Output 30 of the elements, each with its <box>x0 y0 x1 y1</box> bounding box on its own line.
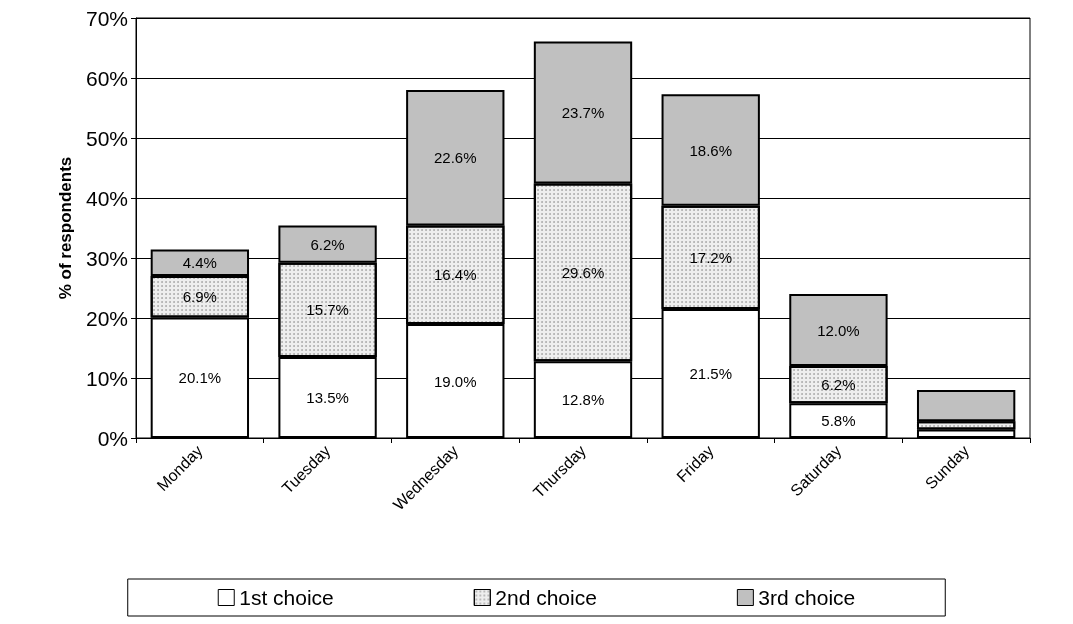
y-axis-title: % of respondents <box>56 156 75 300</box>
data-label: 23.7% <box>561 104 605 121</box>
data-label: 6.9% <box>182 288 217 306</box>
data-label: 4.4% <box>182 254 217 272</box>
legend-label: 3rd choice <box>758 586 856 609</box>
data-label: 12.8% <box>561 391 605 409</box>
data-label: 22.6% <box>434 149 477 167</box>
data-label: 6.2% <box>310 235 345 253</box>
y-tick-label: 40% <box>85 186 128 210</box>
data-label: 17.2% <box>689 248 732 266</box>
data-label: 19.0% <box>434 372 477 390</box>
y-tick-label: 30% <box>85 246 128 270</box>
data-label: 18.6% <box>689 141 732 159</box>
data-label: 5.8% <box>821 412 856 430</box>
y-tick-label: 0% <box>97 426 128 450</box>
data-label: 13.5% <box>306 389 349 406</box>
data-label: 20.1% <box>178 369 222 387</box>
y-tick-label: 70% <box>85 6 128 30</box>
y-tick-label: 20% <box>85 306 128 330</box>
data-label: 21.5% <box>689 365 732 382</box>
legend-label: 2nd choice <box>495 586 597 609</box>
y-tick-label: 50% <box>85 126 128 150</box>
data-label: 29.6% <box>561 263 605 281</box>
y-tick-label: 60% <box>85 66 128 90</box>
y-tick-label: 10% <box>85 366 128 390</box>
data-label: 12.0% <box>817 321 860 339</box>
data-label: 6.2% <box>821 376 856 394</box>
legend-label: 1st choice <box>239 586 334 609</box>
data-label: 16.4% <box>434 266 477 284</box>
data-label: 15.7% <box>306 301 349 319</box>
